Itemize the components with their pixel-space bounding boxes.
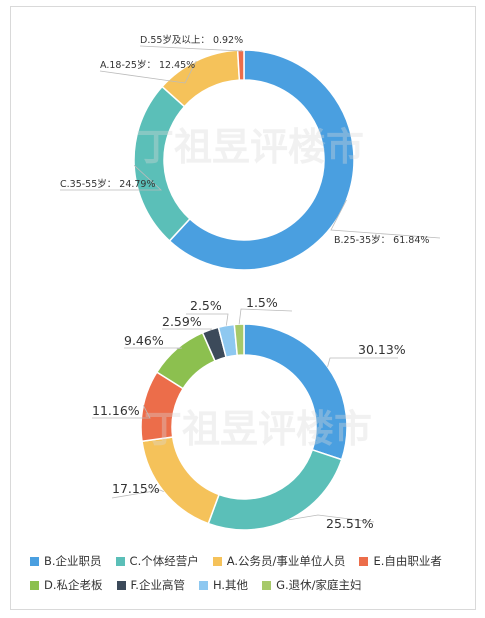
legend-label: H.其他: [212, 578, 249, 592]
donut-slice: [168, 49, 355, 271]
legend-label: B.企业职员: [44, 554, 102, 568]
leader-line: [92, 405, 151, 419]
slice-label: 2.59%: [162, 314, 202, 329]
leader-line: [186, 313, 229, 326]
legend-swatch: [115, 556, 125, 566]
donut-slice: [233, 323, 245, 357]
occupation-legend: B.企业职员 C.个体经营户 A.公务员/事业单位人员 E.自由职业者 D.私企老板 F…: [30, 553, 470, 601]
legend-item: C.个体经营户: [115, 553, 199, 569]
slice-label: 2.5%: [190, 298, 222, 313]
legend-item: G.退休/家庭主妇: [262, 577, 362, 593]
slice-label: 25.51%: [326, 516, 374, 531]
legend-label: F.企业高管: [130, 578, 185, 592]
slice-label: 9.46%: [124, 333, 164, 348]
legend-swatch: [30, 580, 39, 590]
legend-item: H.其他: [198, 577, 249, 593]
leader-line: [60, 164, 163, 191]
legend-item: D.私企老板: [30, 577, 103, 593]
legend-label: A.公务员/事业单位人员: [226, 554, 346, 568]
donut-slice: [236, 49, 245, 81]
legend-label: C.个体经营户: [129, 554, 199, 568]
leader-line: [139, 45, 244, 52]
legend-swatch: [359, 556, 369, 566]
slice-label: D.55岁及以上： 0.92%: [140, 34, 243, 46]
leader-line: [288, 514, 375, 523]
legend-item: F.企业高管: [116, 577, 185, 593]
slice-label: B.25-35岁： 61.84%: [334, 234, 429, 246]
legend-label: E.自由职业者: [373, 554, 442, 568]
leader-line: [162, 328, 213, 331]
legend-row: B.企业职员 C.个体经营户 A.公务员/事业单位人员 E.自由职业者: [30, 553, 470, 569]
legend-swatch: [262, 580, 272, 590]
leader-line: [111, 489, 164, 499]
slice-label: A.18-25岁： 12.45%: [100, 59, 195, 71]
watermark-text: 丁祖昱评楼市: [136, 124, 364, 169]
donut-slice: [207, 448, 343, 531]
legend-swatch: [30, 556, 39, 566]
leader-line: [124, 347, 183, 350]
legend-swatch: [116, 580, 126, 590]
legend-item: A.公务员/事业单位人员: [212, 553, 346, 569]
slice-label: 11.16%: [92, 403, 140, 418]
legend-label: G.退休/家庭主妇: [276, 578, 362, 592]
legend-swatch: [212, 556, 222, 566]
leader-line: [327, 357, 398, 367]
slice-label: 1.5%: [246, 295, 278, 310]
leader-line: [99, 60, 197, 84]
slice-label: 30.13%: [358, 342, 406, 357]
legend-row: D.私企老板 F.企业高管 H.其他 G.退休/家庭主妇: [30, 577, 470, 593]
slice-label: 17.15%: [112, 481, 160, 496]
occupation-donut-chart: 丁祖昱评楼市 30.13% 25.51% 17.15% 11.16% 9.46% 2.59%…: [92, 295, 406, 531]
leader-line: [238, 308, 293, 325]
watermark-text: 丁祖昱评楼市: [144, 406, 372, 451]
legend-item: B.企业职员: [30, 553, 102, 569]
legend-item: E.自由职业者: [359, 553, 442, 569]
age-donut-chart: 丁祖昱评楼市 B.25-35岁： 61.84% C.35-55岁： 24.79% A.…: [60, 34, 441, 271]
legend-label: D.私企老板: [44, 578, 103, 592]
slice-label: C.35-55岁： 24.79%: [60, 178, 156, 190]
leader-line: [330, 199, 441, 239]
legend-swatch: [198, 580, 208, 590]
